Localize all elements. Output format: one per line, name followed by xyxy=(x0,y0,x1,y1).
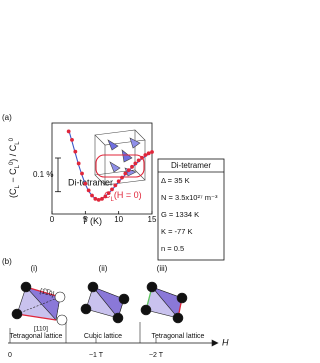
lattice-label: Tetragonal lattice xyxy=(10,333,63,340)
field-tick: ~2 T xyxy=(149,352,164,359)
data-point xyxy=(113,183,118,188)
subpanel-label: (i) xyxy=(30,264,37,273)
data-point xyxy=(73,149,78,154)
subpanel-label: (iii) xyxy=(157,264,168,273)
data-point xyxy=(110,187,114,192)
legend-rest: (H = 0) xyxy=(114,190,142,200)
inset-structure xyxy=(94,129,146,186)
y-label-sub: L xyxy=(15,141,21,145)
table-row: K = -77 K xyxy=(161,227,192,236)
data-point xyxy=(136,158,141,163)
table-rows: Δ = 35 K N = 3.5x10²⁷ m⁻³ G = 1334 K K = -7… xyxy=(161,176,218,253)
y-label-part: − C xyxy=(8,168,18,185)
field-tick: ~1 T xyxy=(89,352,104,359)
data-point xyxy=(103,194,108,199)
x-tick-label: 15 xyxy=(148,215,157,224)
legend-entry: CL(H = 0) xyxy=(104,190,142,202)
data-point xyxy=(106,191,111,196)
data-point xyxy=(133,161,138,166)
y-axis-label: (CL − CL0) / CL0 xyxy=(8,137,20,198)
data-point xyxy=(100,196,104,201)
data-point xyxy=(66,129,71,134)
field-tick: 0 xyxy=(8,352,12,359)
data-point xyxy=(90,193,94,198)
table-row: G = 1334 K xyxy=(161,210,199,219)
data-point xyxy=(120,175,124,180)
x-tick-label: 0 xyxy=(50,215,55,224)
table-row: N = 3.5x10²⁷ m⁻³ xyxy=(161,193,218,202)
lattice-diagrams xyxy=(8,281,219,347)
data-point xyxy=(116,179,121,184)
x-label-var: T xyxy=(82,216,89,226)
y-label-sup: 0 xyxy=(9,137,15,141)
data-point xyxy=(130,164,134,169)
x-label-unit: (K) xyxy=(88,216,103,226)
legend-main: C xyxy=(104,190,111,200)
x-axis-label: T (K) xyxy=(82,216,102,226)
x-tick-label: 5 xyxy=(83,215,88,224)
direction-label: [1̅1̅0] xyxy=(39,287,55,299)
y-label-part: ) / C xyxy=(8,144,18,161)
legend-sub: L xyxy=(111,197,115,203)
data-point xyxy=(140,155,144,160)
subpanel-label: (ii) xyxy=(99,264,108,273)
data-point xyxy=(76,161,81,166)
direction-label: [110] xyxy=(34,326,48,333)
data-point xyxy=(80,171,84,176)
data-point xyxy=(83,181,88,186)
scale-bar-label: 0.1 % xyxy=(33,170,53,179)
table-row: n = 0.5 xyxy=(161,244,184,253)
y-label-sub: L xyxy=(15,184,21,188)
data-point xyxy=(143,153,148,157)
table-frame xyxy=(157,158,225,261)
panel-label: (a) xyxy=(2,113,12,122)
lattice-label: Cubic lattice xyxy=(84,333,122,340)
data-point xyxy=(93,196,98,201)
data-point xyxy=(150,150,154,154)
plot-frame xyxy=(51,122,153,215)
inset-label: Di-tetramer xyxy=(68,177,113,187)
figure: (a) Di-tetramer T (K) (CL − CL0) / CL0 C… xyxy=(2,113,229,359)
y-label-sup: 0 xyxy=(9,161,15,165)
y-label-sub: L xyxy=(15,164,21,168)
data-point xyxy=(96,197,101,202)
data-point xyxy=(146,151,151,156)
lattice-label: Tetragonal lattice xyxy=(152,333,205,340)
panel-label: (b) xyxy=(2,257,12,266)
data-point xyxy=(70,137,74,142)
table-header: Di-tetramer xyxy=(171,161,211,170)
data-point xyxy=(126,168,131,173)
table-row: Δ = 35 K xyxy=(161,176,190,185)
y-label-part: (C xyxy=(8,188,18,198)
data-point xyxy=(86,188,91,193)
x-tick-label: 10 xyxy=(114,215,123,224)
field-label: H xyxy=(222,337,229,347)
data-point xyxy=(123,171,128,176)
